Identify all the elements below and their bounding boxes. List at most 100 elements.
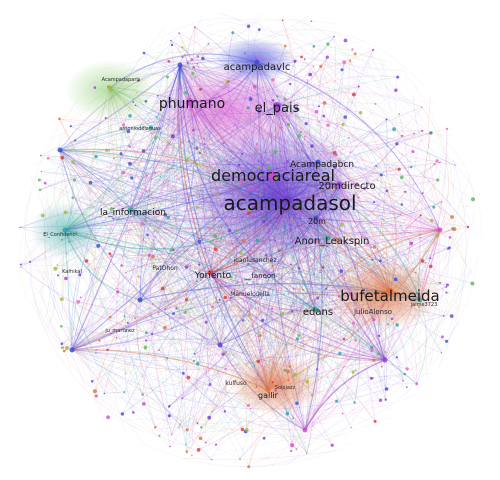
node [322,101,327,105]
node [63,210,68,214]
edge [63,314,386,361]
edge [278,15,296,53]
edge [139,293,187,301]
node [357,242,361,246]
node [136,79,140,83]
node [373,201,376,204]
hub-node [177,62,183,68]
node [290,450,293,452]
node [150,332,154,336]
edge [364,418,370,430]
node [435,233,440,237]
edge [95,309,317,354]
edge [294,16,394,64]
node [424,262,427,264]
node [300,55,303,59]
node [125,373,127,375]
edge [129,209,187,300]
edge [98,364,111,412]
edge [71,299,187,351]
edge [179,61,415,134]
node [230,275,233,279]
node [194,26,196,29]
node [60,346,64,350]
node [181,371,185,375]
node [340,222,344,227]
edge [373,93,437,204]
edge [361,59,379,72]
edge [53,272,56,310]
node [169,248,173,252]
hub-node [62,227,68,233]
node [283,44,287,48]
node [213,247,218,252]
edge [71,353,86,386]
edge [286,374,415,466]
node [333,35,335,38]
node [378,259,382,263]
node [357,196,360,199]
edge [71,306,213,351]
node [262,270,265,273]
node [290,111,294,114]
node [209,240,213,244]
edge [438,159,467,368]
node [142,51,146,55]
edge [71,349,227,361]
edge [71,349,105,394]
edge [59,126,151,151]
node [94,394,98,398]
edge [139,267,356,312]
node [297,334,301,337]
edge [206,31,406,72]
node-layer [19,19,475,469]
node [257,28,261,31]
node [64,276,68,281]
edge [181,309,317,399]
node [246,24,251,28]
node [304,135,306,138]
node [344,185,346,188]
node [74,139,77,142]
node [198,151,202,155]
edge [146,309,317,341]
node [295,401,299,405]
node [246,403,250,408]
node [247,465,251,469]
edge [40,257,56,305]
hub-node [313,215,319,221]
edge [95,156,221,346]
node [397,167,401,171]
node [90,380,94,383]
edge [139,40,172,301]
node [211,410,213,413]
node [247,263,250,265]
hub-node [69,347,75,353]
label-julioalonso: JulioAlonso [353,308,392,316]
node [343,38,348,43]
node [65,252,68,255]
node [297,210,301,214]
edge [429,144,435,154]
node [192,359,196,363]
node [350,427,352,429]
edge [200,229,441,439]
edge [139,299,153,335]
edge [320,66,397,293]
node [446,283,449,287]
edge [219,226,469,346]
node [196,422,199,425]
node [203,143,206,145]
node [164,228,166,230]
node [276,95,279,98]
label-antoniodelaguas: antoniodelaguas [119,126,161,132]
node [470,281,475,286]
node [154,136,157,140]
edge [34,246,44,323]
cluster-glow-bufetalmeida [330,260,440,330]
edge [24,193,51,287]
node [351,370,355,374]
edge [129,209,298,340]
node [40,213,45,218]
node [78,273,82,277]
